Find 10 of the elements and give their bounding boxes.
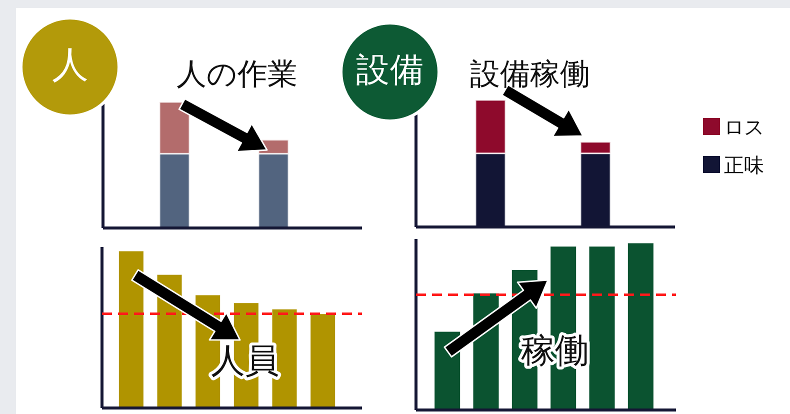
bar: [627, 242, 654, 410]
bar: [118, 250, 144, 408]
text: 設備: [356, 50, 424, 90]
legend-label: ロス: [724, 115, 764, 139]
chart-title: 人の作業: [176, 57, 298, 92]
text: 人: [52, 42, 88, 86]
legend-label: 正味: [724, 153, 764, 177]
bar: [588, 246, 616, 410]
chart-title: 設備稼働: [470, 57, 590, 92]
bar: [310, 314, 336, 408]
